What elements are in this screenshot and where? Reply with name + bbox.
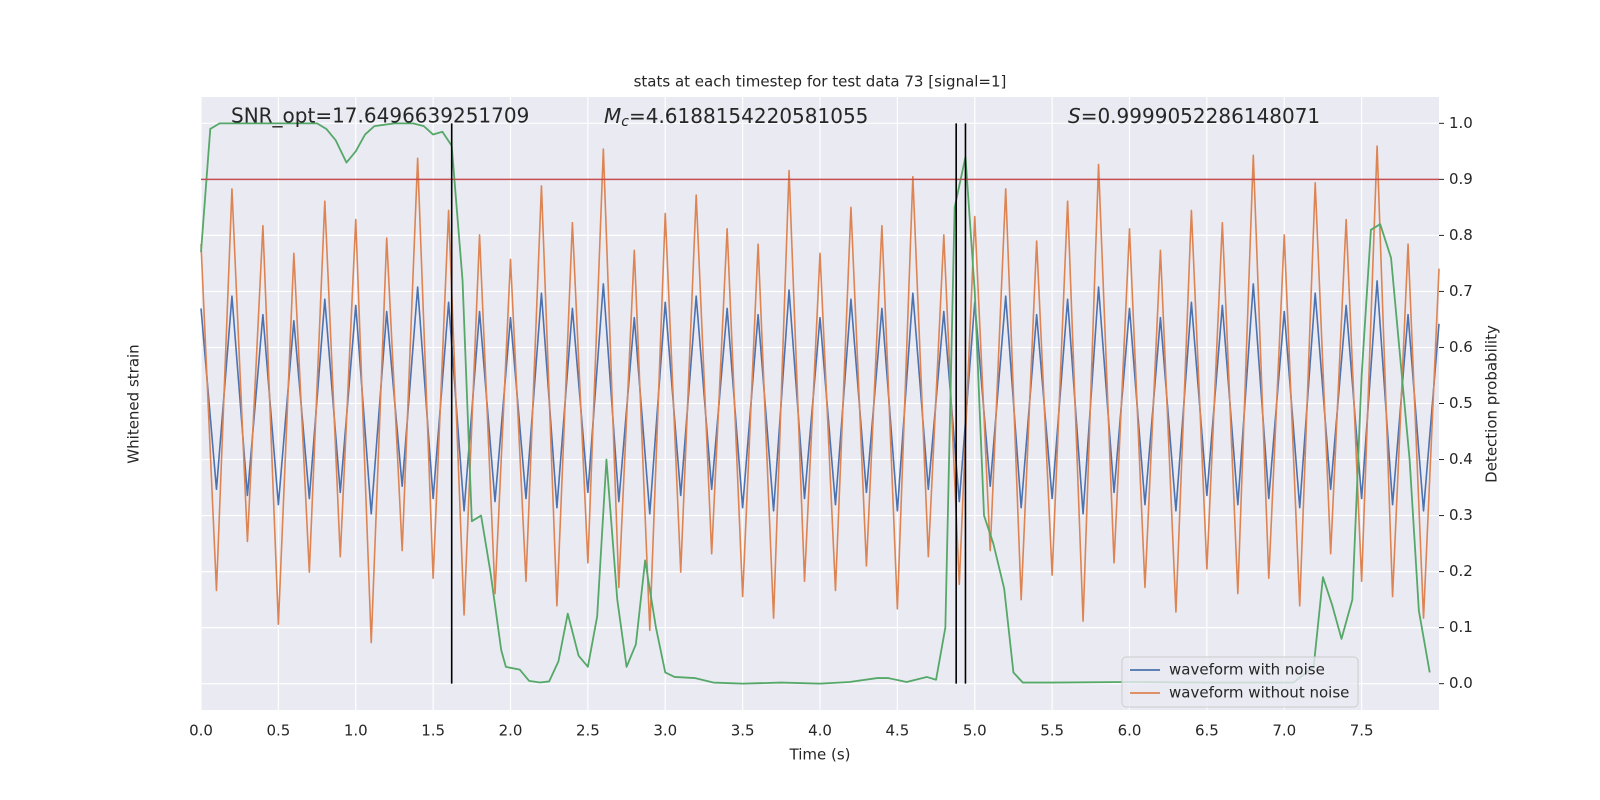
y2-tick-label: 0.7: [1449, 282, 1473, 300]
chart-title: stats at each timestep for test data 73 …: [634, 73, 1007, 91]
x-tick-label: 7.0: [1272, 722, 1296, 740]
value: =4.6188154220581055: [629, 104, 868, 128]
symbol: S: [1068, 104, 1081, 128]
y2-tick-label: 0.3: [1449, 506, 1473, 524]
y2-tick-label: 0.9: [1449, 170, 1473, 188]
x-tick-label: 2.0: [499, 722, 523, 740]
strain-line: [200, 145, 1440, 644]
legend-label: waveform without noise: [1169, 684, 1349, 702]
x-tick-label: 4.0: [808, 722, 832, 740]
x-tick-label: 1.0: [344, 722, 368, 740]
subscript: c: [621, 114, 629, 130]
y2-tick-label: 0.4: [1449, 450, 1473, 468]
y2-axis-label: Detection probability: [1483, 325, 1501, 483]
x-axis-label: Time (s): [789, 746, 851, 764]
y2-tick-label: 0.8: [1449, 226, 1473, 244]
x-tick-label: 4.5: [885, 722, 909, 740]
legend-box: [1121, 656, 1359, 708]
y2-tick-label: 0.0: [1449, 674, 1473, 692]
x-tick-label: 7.5: [1350, 722, 1374, 740]
legend-label: waveform with noise: [1169, 661, 1325, 679]
legend: waveform with noise waveform without nois…: [1121, 656, 1359, 708]
x-tick-label: 0.5: [266, 722, 290, 740]
x-tick-label: 3.0: [653, 722, 677, 740]
y2-tick-label: 1.0: [1449, 114, 1473, 132]
y2-tick-label: 0.6: [1449, 338, 1473, 356]
chirp-mass-annotation: Mc=4.6188154220581055: [604, 104, 868, 131]
y-axis-label: Whitened strain: [125, 344, 143, 463]
x-tick-label: 6.0: [1118, 722, 1142, 740]
x-tick-label: 3.5: [731, 722, 755, 740]
x-tick-label: 1.5: [421, 722, 445, 740]
x-tick-label: 0.0: [189, 722, 213, 740]
y2-tick-label: 0.5: [1449, 394, 1473, 412]
x-tick-label: 5.5: [1040, 722, 1064, 740]
x-tick-label: 6.5: [1195, 722, 1219, 740]
symbol: M: [604, 104, 621, 128]
x-tick-label: 5.0: [963, 722, 987, 740]
s-annotation: S=0.9999052286148071: [1068, 104, 1320, 128]
value: =0.9999052286148071: [1081, 104, 1320, 128]
snr-annotation: SNR_opt=17.6496639251709: [231, 104, 529, 128]
y2-tick-label: 0.1: [1449, 618, 1473, 636]
x-tick-label: 2.5: [576, 722, 600, 740]
y2-tick-label: 0.2: [1449, 562, 1473, 580]
